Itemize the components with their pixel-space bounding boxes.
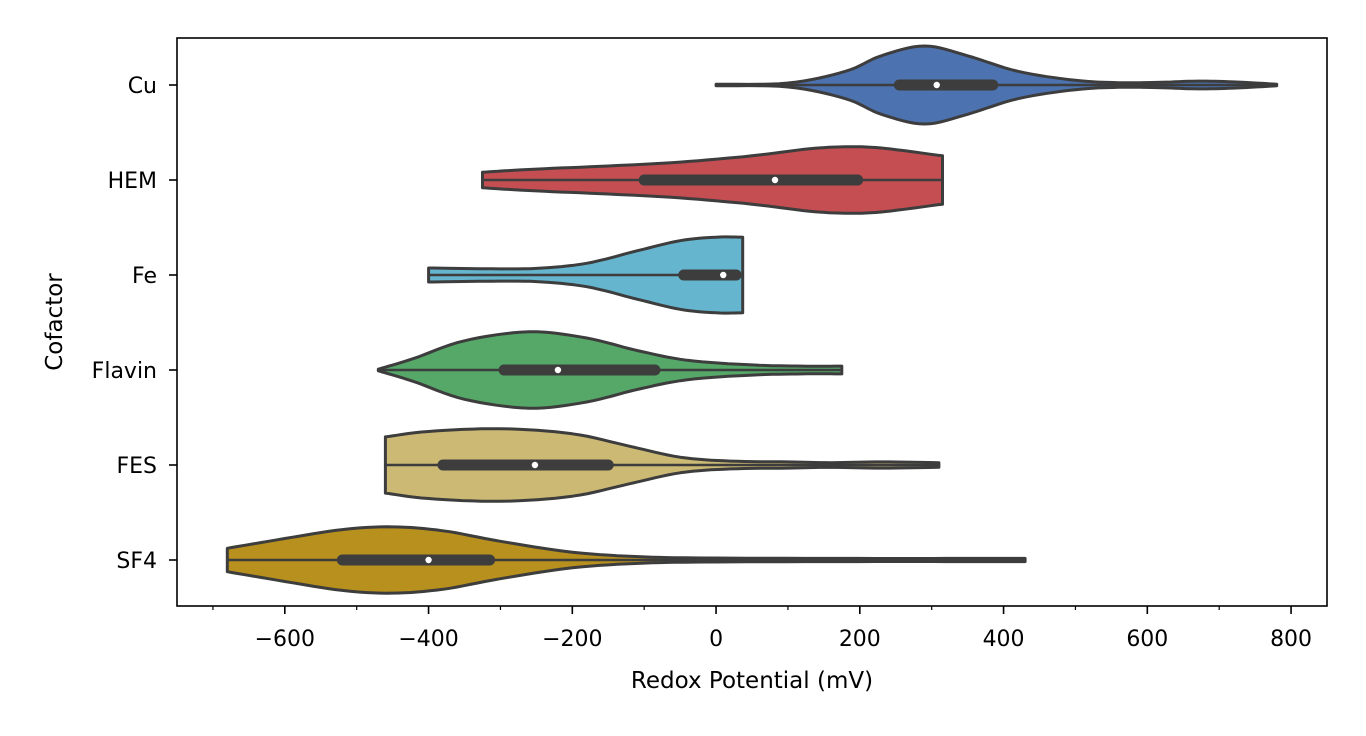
x-tick-label: −400: [398, 627, 458, 652]
violins-group: [225, 44, 1279, 595]
x-tick-label: 400: [983, 627, 1025, 652]
median-point: [554, 366, 562, 374]
median-point: [425, 556, 432, 564]
x-tick-label: 200: [839, 627, 881, 652]
x-tick-label: 800: [1270, 627, 1312, 652]
violin-fes: [383, 427, 941, 503]
y-tick-label: Flavin: [92, 359, 157, 384]
x-tick-label: 600: [1126, 627, 1168, 652]
y-axis: Cu HEM Fe Flavin FES SF4: [92, 74, 177, 574]
median-point: [531, 461, 539, 469]
y-axis-label: Cofactor: [42, 273, 68, 371]
median-point: [720, 271, 727, 279]
violin-hem: [481, 145, 944, 215]
median-point: [933, 81, 940, 89]
y-tick-label: Cu: [128, 74, 157, 99]
y-tick-label: HEM: [108, 169, 157, 194]
y-tick-label: SF4: [116, 549, 157, 574]
plot-frame: [176, 37, 1328, 607]
violin-sf4: [225, 525, 1027, 595]
y-tick-label: FES: [116, 454, 157, 479]
x-tick-label: −600: [255, 627, 315, 652]
x-axis: −600 −400 −200 0 200 400 600 800: [212, 606, 1312, 652]
violin-cu: [714, 44, 1279, 126]
median-point: [771, 176, 779, 184]
x-axis-label: Redox Potential (mV): [631, 668, 873, 694]
y-tick-label: Fe: [132, 264, 157, 289]
x-tick-label: 0: [709, 627, 723, 652]
violin-flavin: [376, 330, 844, 410]
x-tick-label: −200: [542, 627, 602, 652]
violin-fe: [427, 235, 745, 315]
